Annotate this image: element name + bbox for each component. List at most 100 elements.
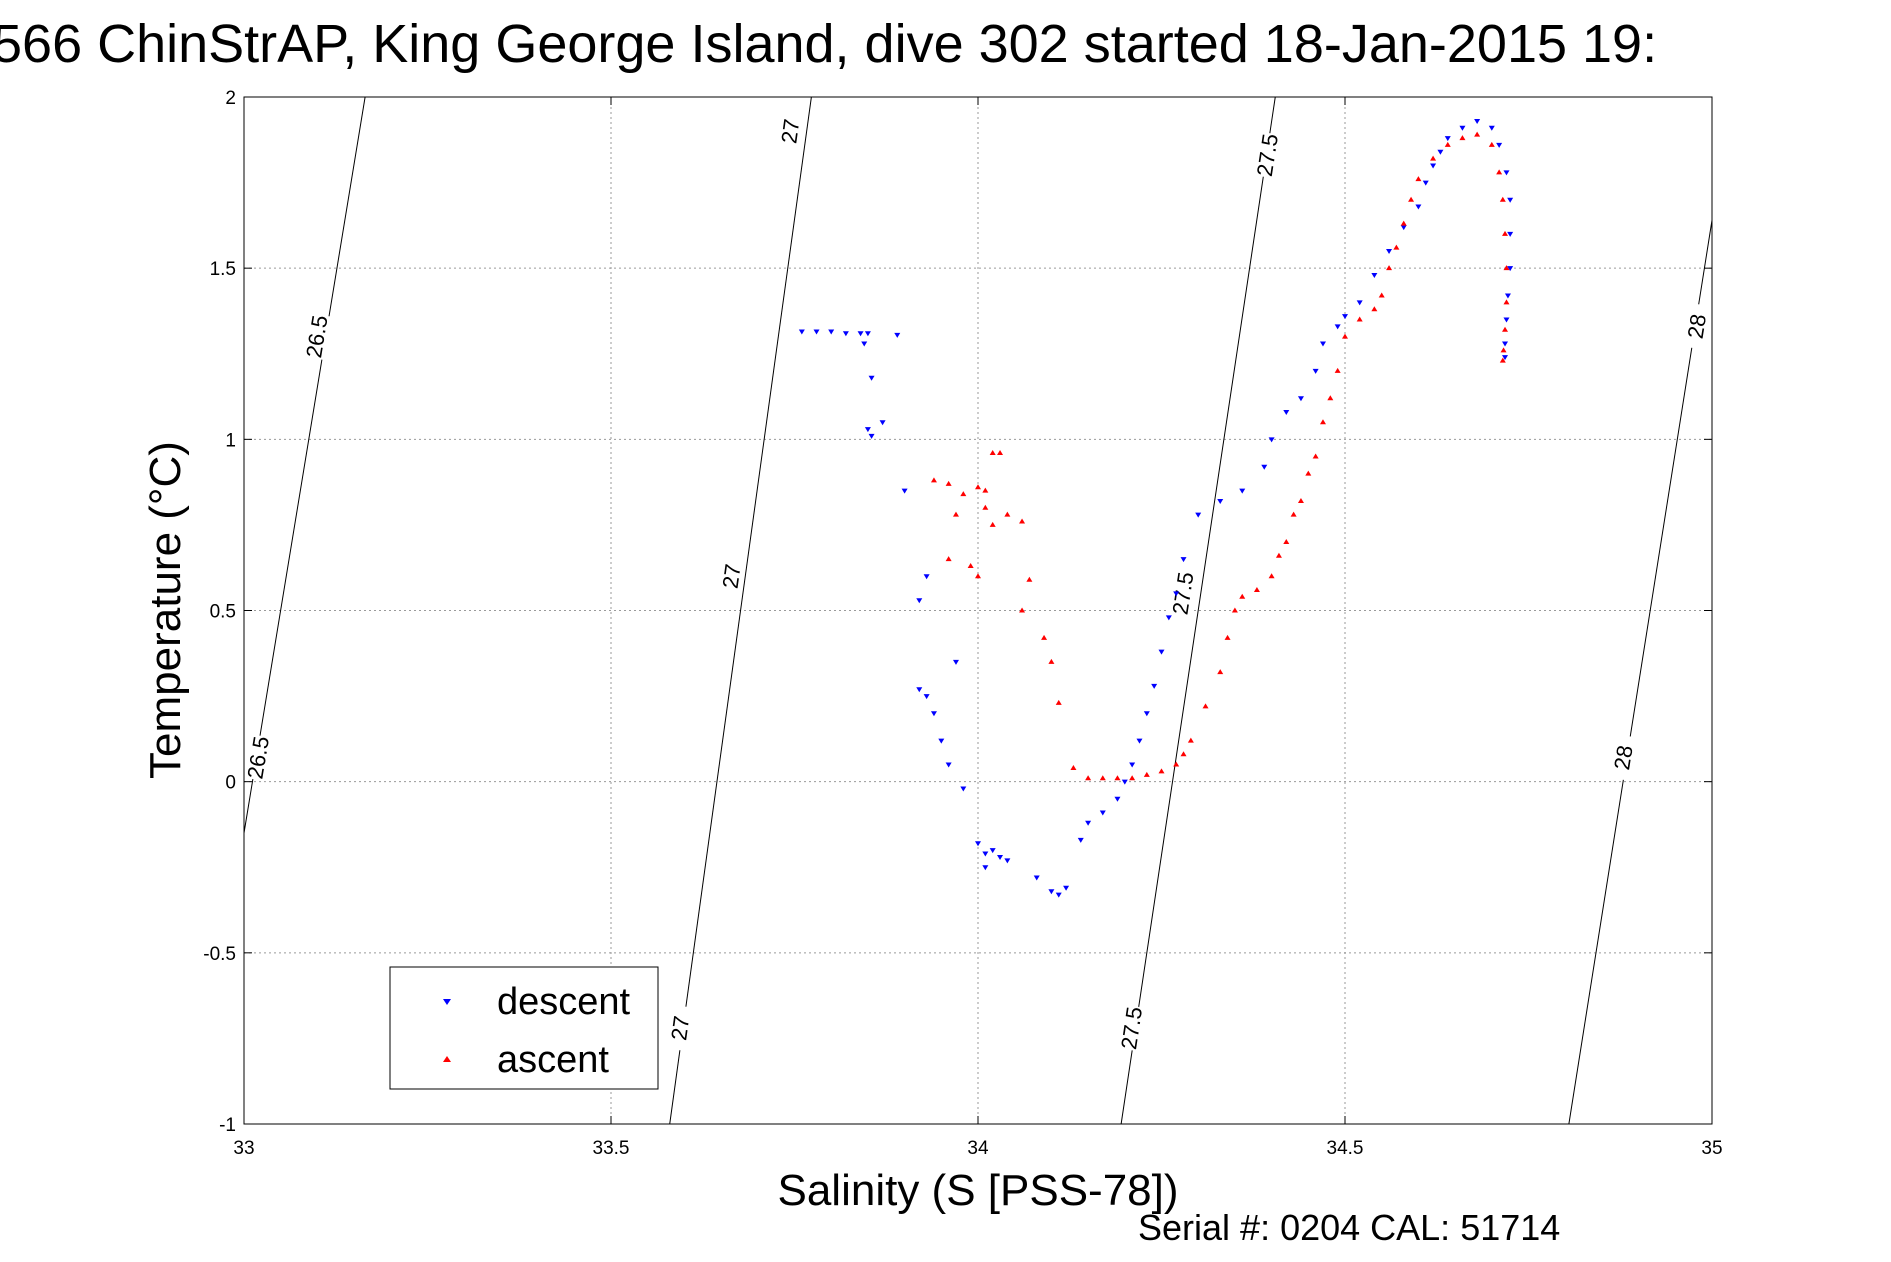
descent-marker — [1437, 149, 1444, 155]
ascent-marker — [982, 504, 989, 510]
ascent-marker — [1202, 703, 1209, 709]
ascent-marker — [1400, 220, 1407, 226]
descent-marker — [1048, 889, 1055, 895]
y-tick-label: 1.5 — [210, 259, 236, 280]
descent-marker — [1085, 820, 1092, 826]
density-contour-line — [669, 96, 812, 1125]
ascent-marker — [1004, 511, 1011, 517]
y-tick-label: -0.5 — [203, 944, 236, 965]
y-tick-label: -1 — [219, 1115, 236, 1136]
ascent-marker — [952, 511, 959, 517]
descent-marker — [842, 331, 849, 337]
descent-marker — [901, 488, 908, 494]
descent-marker — [1342, 314, 1348, 320]
ascent-marker — [1187, 737, 1194, 743]
ascent-marker — [1378, 292, 1385, 298]
ascent-marker — [989, 450, 996, 456]
ascent-marker — [945, 480, 952, 486]
descent-marker — [1503, 170, 1510, 176]
descent-marker — [1136, 738, 1143, 744]
ascent-marker — [1342, 333, 1348, 339]
contour-label-background — [1252, 131, 1284, 179]
descent-marker — [1239, 488, 1246, 494]
descent-marker — [982, 865, 989, 871]
x-axis-ticks: 33 33.5 34 34.5 35 — [233, 97, 1723, 1159]
ascent-marker — [1503, 265, 1510, 271]
ascent-marker — [1386, 265, 1393, 271]
descent-marker — [916, 687, 923, 693]
ascent-marker — [1290, 511, 1297, 517]
ascent-marker — [1217, 669, 1224, 675]
ascent-marker — [997, 450, 1004, 456]
descent-marker — [1158, 649, 1165, 655]
ascent-marker — [1297, 497, 1304, 503]
contour-label-background — [775, 107, 806, 155]
descent-marker — [1217, 498, 1224, 504]
ascent-marker — [1371, 306, 1378, 312]
ascent-marker — [1158, 768, 1165, 774]
ascent-marker — [1356, 316, 1363, 322]
descent-marker — [989, 848, 996, 854]
descent-marker — [1195, 512, 1202, 518]
ascent-marker — [1070, 764, 1077, 770]
descent-marker — [1496, 142, 1503, 148]
descent-marker — [864, 427, 871, 433]
ascent-marker — [1408, 196, 1415, 202]
descent-marker — [960, 786, 967, 792]
descent-marker — [945, 762, 952, 768]
ascent-marker — [1099, 775, 1106, 781]
contour-label: 27 — [666, 1014, 694, 1042]
ascent-marker — [1499, 357, 1506, 363]
y-tick-label: 1 — [225, 430, 236, 451]
descent-marker — [997, 854, 1004, 860]
ascent-marker — [1026, 576, 1033, 582]
descent-marker — [1165, 615, 1172, 621]
descent-marker — [1063, 885, 1070, 891]
descent-marker — [879, 420, 886, 426]
ascent-marker — [1019, 518, 1026, 524]
ascent-marker — [1048, 658, 1055, 664]
descent-marker — [1077, 837, 1084, 843]
ascent-marker — [1129, 775, 1136, 781]
ascent-marker — [1393, 244, 1400, 250]
x-tick-label: 33 — [233, 1138, 254, 1159]
legend-box — [389, 966, 659, 1090]
y-tick-label: 0.5 — [210, 602, 236, 623]
contour-label: 27 — [718, 562, 746, 590]
legend-ascent-label: ascent — [497, 1039, 609, 1081]
ascent-marker — [1319, 419, 1326, 425]
chart-title: 566 ChinStrAP, King George Island, dive … — [0, 14, 1657, 74]
density-contour-line — [1568, 220, 1713, 1125]
descent-marker — [1319, 341, 1326, 347]
ascent-marker — [1474, 131, 1481, 137]
legend-descent-marker — [443, 999, 451, 1005]
descent-marker — [1507, 197, 1514, 203]
descent-marker — [1180, 557, 1187, 563]
ascent-marker — [1503, 299, 1510, 305]
x-tick-label: 35 — [1701, 1138, 1722, 1159]
ascent-marker — [1231, 607, 1238, 613]
ascent-marker — [1500, 347, 1507, 353]
ascent-marker — [1496, 169, 1503, 175]
ascent-marker — [1430, 155, 1437, 161]
ascent-marker — [1275, 552, 1282, 558]
descent-marker — [1504, 293, 1511, 299]
ascent-marker — [982, 487, 989, 493]
ascent-marker — [1173, 761, 1180, 767]
descent-marker — [1114, 796, 1121, 802]
ascent-marker — [1041, 634, 1048, 640]
contour-label: 27 — [776, 117, 804, 145]
ascent-marker — [1444, 141, 1451, 147]
x-tick-label: 34 — [967, 1138, 989, 1159]
y-tick-label: 0 — [225, 773, 236, 794]
ascent-marker — [1283, 539, 1290, 545]
ascent-marker — [1312, 453, 1319, 459]
ascent-marker — [1224, 634, 1231, 640]
descent-marker — [1099, 810, 1106, 816]
descent-marker — [1129, 762, 1136, 768]
descent-marker — [1488, 125, 1495, 131]
contour-label-background — [1608, 734, 1640, 782]
ascent-marker — [989, 521, 996, 527]
descent-marker — [1444, 136, 1451, 142]
